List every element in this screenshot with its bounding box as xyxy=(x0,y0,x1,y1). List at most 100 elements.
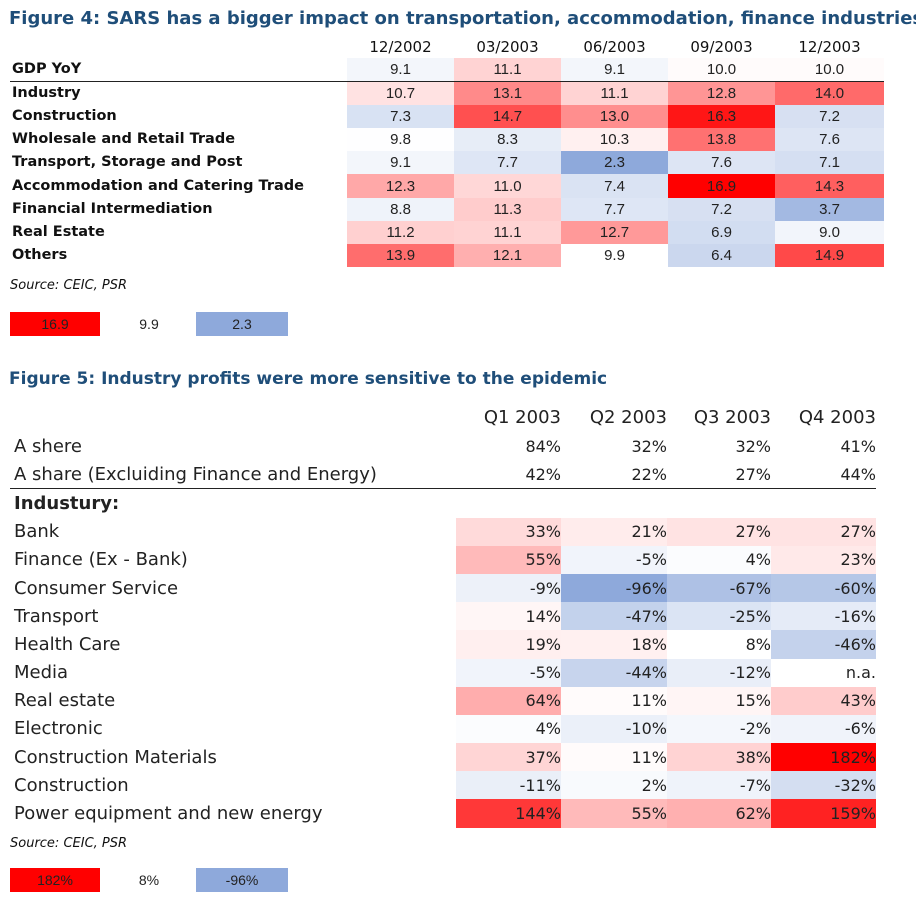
figure-4-cell: 13.1 xyxy=(454,81,561,106)
figure-4-cell: 7.4 xyxy=(561,174,668,198)
figure-4-cell: 16.3 xyxy=(668,105,775,129)
figure-5-row: Bank 33% 21% 27% 27% xyxy=(10,517,876,546)
figure-4-cell: 6.4 xyxy=(668,243,775,267)
figure-5-cell: -6% xyxy=(771,714,876,744)
figure-4-row: Construction 7.3 14.7 13.0 16.3 7.2 xyxy=(10,105,884,129)
figure-4-cell: 14.0 xyxy=(775,81,884,106)
figure-4-cell: 10.0 xyxy=(775,58,884,83)
figure-4-cell: 9.1 xyxy=(347,151,454,175)
figure-4-cell: 14.7 xyxy=(454,105,561,129)
figure-5-cell: 8% xyxy=(667,630,771,659)
figure-4-legend-low: 2.3 xyxy=(196,312,288,336)
figure-4-cell: 7.6 xyxy=(668,151,775,175)
figure-5-cell: 42% xyxy=(456,460,561,490)
figure-5-title: Figure 5: Industry profits were more sen… xyxy=(9,369,608,389)
figure-4-col-header: 09/2003 xyxy=(690,37,753,56)
figure-4-cell: 7.3 xyxy=(347,105,454,129)
figure-5-row-label: A share (Excluiding Finance and Energy) xyxy=(10,460,456,490)
figure-4-cell: 7.1 xyxy=(775,151,884,175)
figure-4-cell: 12.7 xyxy=(561,220,668,244)
figure-5-cell: 84% xyxy=(525,436,561,456)
figure-5-legend-mid: 8% xyxy=(104,868,194,892)
figure-5-row: A shere 84% 32% 32% 41% xyxy=(10,432,876,460)
figure-4-row: Others 13.9 12.1 9.9 6.4 14.9 xyxy=(10,243,884,267)
figure-4-cell: 3.7 xyxy=(775,197,884,221)
figure-5-row-label: Electronic xyxy=(14,718,103,740)
figure-5-cell xyxy=(771,489,876,518)
figure-5-cell: 43% xyxy=(771,686,876,715)
figure-4-cell: 11.1 xyxy=(454,58,561,83)
figure-5-cell: -11% xyxy=(456,771,561,800)
figure-5-row: Power equipment and new energy 144% 55% 62%… xyxy=(10,799,876,828)
figure-5-cell: 144% xyxy=(456,799,561,828)
figure-4-cell: 11.1 xyxy=(454,220,561,244)
figure-5-cell: -47% xyxy=(561,602,667,631)
figure-5-cell: 19% xyxy=(456,630,561,659)
figure-5-col-header: Q2 2003 xyxy=(589,406,667,428)
figure-5-cell: 15% xyxy=(667,686,771,715)
figure-5-row: Industury: xyxy=(10,489,876,518)
figure-5-cell: -9% xyxy=(456,573,561,603)
figure-5-row-label: Consumer Service xyxy=(14,577,179,599)
figure-5-col-header: Q4 2003 xyxy=(798,406,876,428)
figure-5-cell: -67% xyxy=(667,573,771,603)
figure-4-corner xyxy=(10,35,347,58)
figure-4-cell: 9.9 xyxy=(561,243,668,267)
figure-5-row: Health Care 19% 18% 8% -46% xyxy=(10,630,876,659)
figure-5-cell: 27% xyxy=(771,517,876,546)
figure-5-legend-high: 182% xyxy=(10,868,100,892)
figure-4-row-label: Wholesale and Retail Trade xyxy=(12,131,236,148)
figure-5-row: Finance (Ex - Bank) 55% -5% 4% 23% xyxy=(10,545,876,574)
figure-4-cell: 11.0 xyxy=(454,174,561,198)
figure-5-col-header: Q1 2003 xyxy=(483,406,561,428)
figure-5-cell xyxy=(667,489,771,518)
figure-4-row: Financial Intermediation 8.8 11.3 7.7 7.2 3.7 xyxy=(10,197,884,221)
figure-4-cell: 12.3 xyxy=(347,174,454,198)
figure-5-table: Q1 2003 Q2 2003 Q3 2003 Q4 2003 A shere 8… xyxy=(10,402,876,828)
figure-5-cell: 4% xyxy=(456,714,561,744)
figure-5-cell: 14% xyxy=(456,602,561,631)
figure-4-table: 12/2002 03/2003 06/2003 09/2003 12/2003 … xyxy=(10,35,884,267)
figure-4-cell: 11.1 xyxy=(561,81,668,106)
figure-5-row: A share (Excluiding Finance and Energy) 4… xyxy=(10,460,876,490)
figure-5-cell: n.a. xyxy=(845,663,876,683)
figure-5-cell: 44% xyxy=(771,460,876,490)
figure-5-row-label: Construction xyxy=(14,774,129,796)
figure-4-cell: 7.2 xyxy=(668,197,775,221)
figure-5-cell: 11% xyxy=(561,743,667,772)
figure-4-source: Source: CEIC, PSR xyxy=(10,278,128,293)
figure-5-row-label: Construction Materials xyxy=(14,746,217,768)
figure-5-legend-low: -96% xyxy=(196,868,288,892)
figure-5-cell: -7% xyxy=(667,771,771,800)
figure-5-row: Construction Materials 37% 11% 38% 182% xyxy=(10,743,876,772)
figure-4-legend-high: 16.9 xyxy=(10,312,100,336)
figure-4-cell: 7.2 xyxy=(775,105,884,129)
figure-4-row-label: Others xyxy=(12,246,68,263)
figure-4-cell: 16.9 xyxy=(668,174,775,198)
figure-4-cell: 7.7 xyxy=(454,151,561,175)
figure-5-corner xyxy=(10,402,456,432)
figure-4-row: Industry 10.7 13.1 11.1 12.8 14.0 xyxy=(10,81,884,106)
figure-4-cell: 14.3 xyxy=(775,174,884,198)
figure-5-cell: 2% xyxy=(561,771,667,800)
figure-5-cell: 22% xyxy=(561,460,667,490)
figure-4-cell: 8.8 xyxy=(347,197,454,221)
figure-5-row-label: Transport xyxy=(14,605,99,627)
figure-5-cell: -46% xyxy=(771,630,876,659)
figure-5-cell: -12% xyxy=(667,658,771,687)
figure-5-cell: 62% xyxy=(667,799,771,828)
figure-5-row-label: Health Care xyxy=(14,633,121,655)
figure-5-source: Source: CEIC, PSR xyxy=(10,836,128,851)
figure-4-cell: 11.2 xyxy=(347,220,454,244)
figure-5-cell: 27% xyxy=(667,460,771,490)
figure-5-cell: 55% xyxy=(456,545,561,574)
figure-5-cell: 21% xyxy=(561,517,667,546)
figure-5-cell: 55% xyxy=(561,799,667,828)
figure-4-cell: 9.0 xyxy=(775,220,884,244)
figure-4-cell: 7.6 xyxy=(775,128,884,152)
figure-5-row: Transport 14% -47% -25% -16% xyxy=(10,602,876,631)
figure-4-cell: 9.1 xyxy=(347,58,454,83)
figure-5-cell: 33% xyxy=(456,517,561,546)
figure-5-cell: 41% xyxy=(840,436,876,456)
figure-5-cell: -16% xyxy=(771,602,876,631)
